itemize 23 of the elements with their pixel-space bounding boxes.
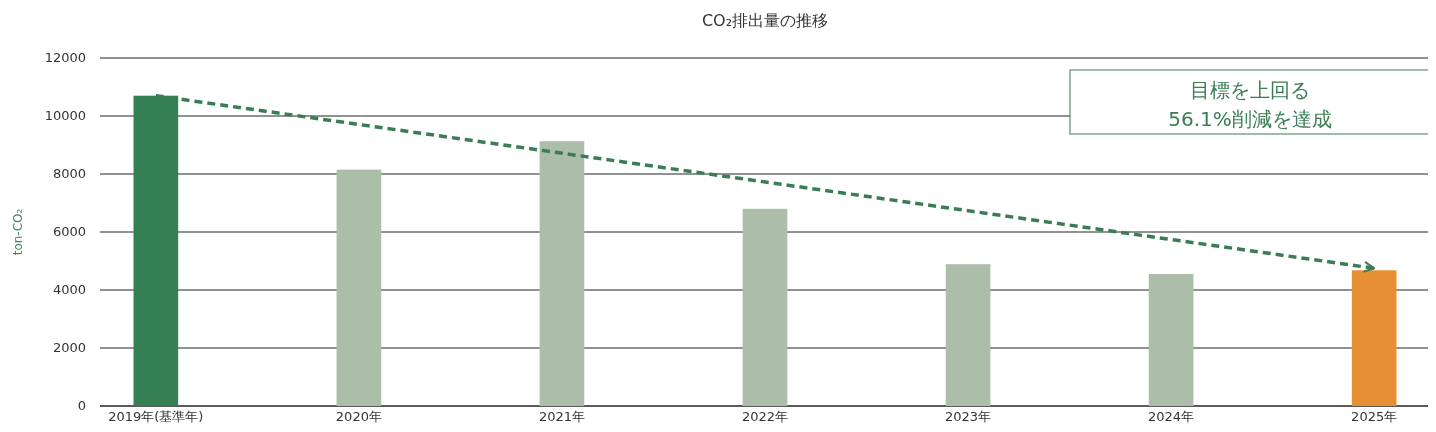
bar (1148, 274, 1194, 406)
chart-title: CO₂排出量の推移 (701, 11, 829, 30)
x-tick-label: 2021年 (538, 409, 585, 424)
x-tick-label: 2020年 (335, 409, 382, 424)
y-tick-label: 2000 (52, 340, 86, 355)
y-tick-label: 8000 (52, 166, 86, 181)
x-tick-label: 2023年 (945, 409, 992, 424)
y-tick-label: 4000 (52, 282, 86, 297)
bar (945, 264, 991, 406)
y-tick-label: 10000 (44, 108, 86, 123)
bar (539, 141, 585, 406)
y-tick-label: 12000 (44, 50, 86, 65)
x-tick-label: 2019年(基準年) (108, 409, 204, 424)
y-tick-label: 0 (77, 398, 86, 413)
bar (336, 169, 382, 406)
bar (742, 208, 788, 406)
y-tick-label: 6000 (52, 224, 86, 239)
bar (1351, 270, 1397, 406)
x-tick-label: 2022年 (741, 409, 789, 424)
annotation: 目標を上回る 56.1%削減を達成 (1168, 78, 1332, 131)
x-tick-label: 2025年 (1351, 409, 1398, 424)
x-tick-label: 2024年 (1148, 409, 1195, 424)
y-axis-title: ton-CO₂ (11, 208, 25, 256)
